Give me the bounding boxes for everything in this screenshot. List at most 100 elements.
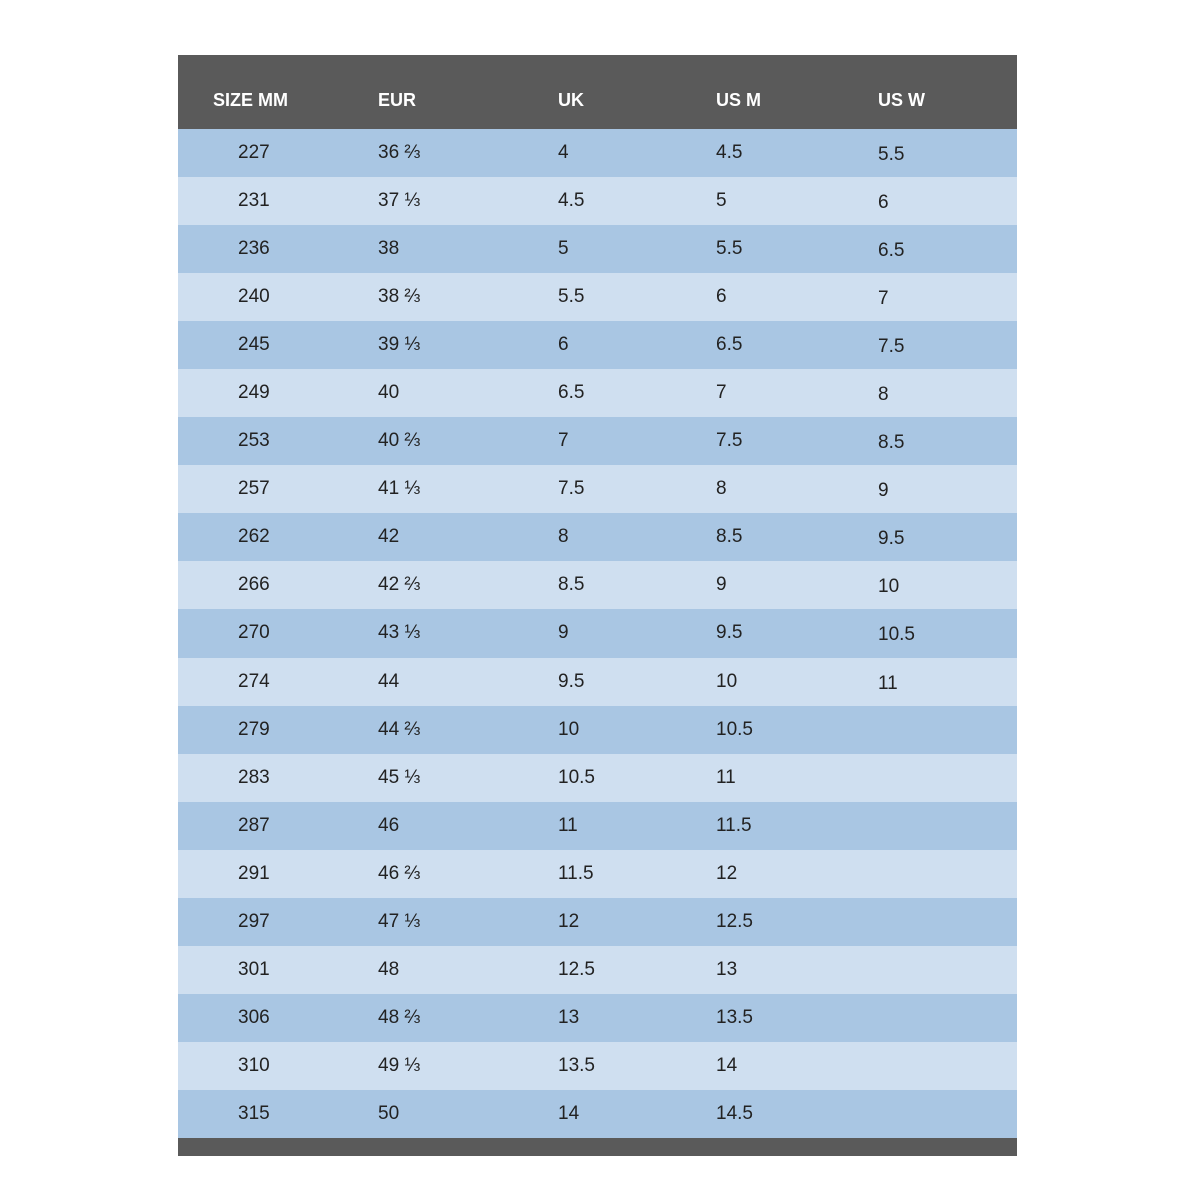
- table-cell: 38 ⅔: [378, 286, 421, 308]
- table-cell: 36 ⅔: [378, 142, 421, 163]
- table-cell: 12: [558, 910, 580, 932]
- table-row: 270 43 ⅓ 9 9.5 10.5: [178, 609, 1017, 658]
- table-cell: 6: [716, 286, 727, 308]
- table-cell: 262: [238, 526, 270, 548]
- table-cell: 4: [558, 142, 569, 163]
- table-row: 301 48 12.5 13: [178, 945, 1017, 994]
- table-cell: 8: [716, 478, 727, 500]
- table-row: 236 38 5 5.5 6.5: [178, 225, 1017, 274]
- table-cell: 47 ⅓: [378, 910, 421, 932]
- table-row: 283 45 ⅓ 10.5 11: [178, 753, 1017, 802]
- table-cell: 45 ⅓: [378, 766, 421, 788]
- table-cell: 7: [716, 382, 727, 404]
- table-cell: 10: [878, 576, 900, 598]
- table-row: 310 49 ⅓ 13.5 14: [178, 1041, 1017, 1090]
- table-cell: 6: [558, 334, 569, 356]
- table-cell: 46: [378, 814, 400, 836]
- table-cell: 310: [238, 1054, 270, 1076]
- footer-bar: [178, 1137, 1017, 1156]
- table-cell: 43 ⅓: [378, 622, 421, 644]
- table-row: 240 38 ⅔ 5.5 6 7: [178, 273, 1017, 322]
- table-cell: 6.5: [878, 240, 905, 262]
- table-cell: 48 ⅔: [378, 1006, 421, 1028]
- table-cell: 315: [238, 1102, 270, 1124]
- table-row: 257 41 ⅓ 7.5 8 9: [178, 465, 1017, 514]
- header-cell: SIZE MM: [213, 90, 288, 110]
- table-cell: 11.5: [716, 814, 752, 836]
- table-cell: 13.5: [558, 1054, 595, 1076]
- table-cell: 257: [238, 478, 270, 500]
- table-cell: 12: [716, 862, 738, 884]
- table-cell: 306: [238, 1006, 270, 1028]
- table-cell: 11.5: [558, 862, 594, 884]
- table-cell: 6: [878, 192, 889, 214]
- table-cell: 5: [558, 238, 569, 260]
- table-cell: 44: [378, 670, 400, 692]
- table-cell: 13: [558, 1006, 580, 1028]
- table-cell: 231: [238, 190, 270, 212]
- table-cell: 8: [878, 384, 889, 406]
- table-cell: 291: [238, 862, 270, 884]
- table-row: 315 50 14 14.5: [178, 1089, 1017, 1138]
- table-cell: 10.5: [716, 718, 753, 740]
- table-cell: 240: [238, 286, 270, 308]
- table-cell: 4.5: [558, 190, 585, 212]
- table-cell: 42: [378, 526, 400, 548]
- table-cell: 37 ⅓: [378, 190, 421, 212]
- table-cell: 274: [238, 670, 270, 692]
- header-row: SIZE MM EUR UK US M US W: [178, 55, 1017, 129]
- table-cell: 12.5: [716, 910, 753, 932]
- table-cell: 4.5: [716, 142, 743, 163]
- table-row: 262 42 8 8.5 9.5: [178, 513, 1017, 562]
- table-cell: 49 ⅓: [378, 1054, 421, 1076]
- table-row: 297 47 ⅓ 12 12.5: [178, 897, 1017, 946]
- table-cell: 10: [558, 718, 580, 740]
- table-cell: 48: [378, 958, 400, 980]
- table-cell: 13.5: [716, 1006, 753, 1028]
- table-cell: 9: [716, 574, 727, 596]
- table-cell: 39 ⅓: [378, 334, 421, 356]
- table-cell: 12.5: [558, 958, 595, 980]
- table-cell: 236: [238, 238, 270, 260]
- table-cell: 8.5: [558, 574, 585, 596]
- table-cell: 8.5: [878, 432, 905, 454]
- table-cell: 249: [238, 382, 270, 404]
- table-cell: 42 ⅔: [378, 574, 421, 596]
- table-cell: 7: [558, 430, 569, 452]
- table-cell: 8.5: [716, 526, 743, 548]
- table-cell: 9: [558, 622, 569, 644]
- header-cell: EUR: [378, 90, 417, 110]
- table-cell: 7: [878, 288, 889, 310]
- table-cell: 7.5: [558, 478, 585, 500]
- table-cell: 227: [238, 142, 270, 163]
- table-cell: 50: [378, 1102, 400, 1124]
- table-cell: 7.5: [878, 336, 905, 358]
- table-cell: 9.5: [878, 528, 905, 550]
- table-cell: 14: [558, 1102, 580, 1124]
- table-cell: 9: [878, 480, 889, 502]
- header-cell: US M: [716, 90, 761, 110]
- table-cell: 41 ⅓: [378, 478, 421, 500]
- table-row: 245 39 ⅓ 6 6.5 7.5: [178, 321, 1017, 370]
- table-cell: 283: [238, 766, 270, 788]
- table-row: 287 46 11 11.5: [178, 801, 1017, 850]
- table-cell: 5: [716, 190, 727, 212]
- table-cell: 10.5: [878, 624, 915, 646]
- table-cell: 301: [238, 958, 270, 980]
- table-cell: 279: [238, 718, 270, 740]
- table-cell: 11: [716, 766, 736, 788]
- table-row: 266 42 ⅔ 8.5 9 10: [178, 561, 1017, 610]
- table-cell: 38: [378, 238, 400, 260]
- table-cell: 10.5: [558, 766, 595, 788]
- table-row: 253 40 ⅔ 7 7.5 8.5: [178, 417, 1017, 466]
- table-cell: 7.5: [716, 430, 743, 452]
- table-cell: 40 ⅔: [378, 430, 421, 452]
- table-cell: 11: [558, 814, 578, 836]
- table-cell: 13: [716, 958, 738, 980]
- header-cell: US W: [878, 90, 925, 110]
- table-cell: 10: [716, 670, 738, 692]
- table-cell: 9.5: [716, 622, 743, 644]
- table-cell: 11: [878, 672, 898, 694]
- table-cell: 6.5: [558, 382, 585, 404]
